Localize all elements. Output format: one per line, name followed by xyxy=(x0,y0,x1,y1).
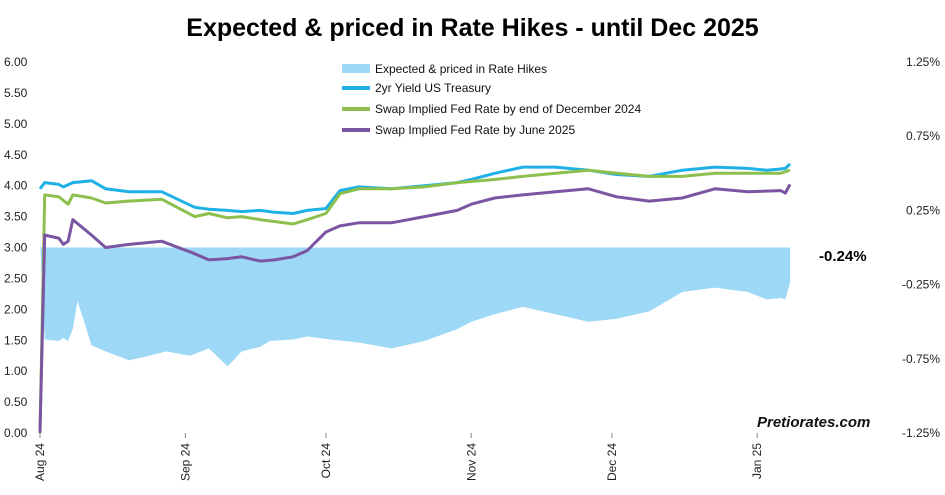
left-tick-label: 5.00 xyxy=(4,117,28,131)
right-tick-label: 1.25% xyxy=(906,55,940,69)
right-tick-label: -1.25% xyxy=(902,426,940,440)
left-tick-label: 0.50 xyxy=(4,395,28,409)
area-expected-rate-hikes xyxy=(40,240,790,367)
left-tick-label: 1.50 xyxy=(4,333,28,347)
area-layer xyxy=(40,240,790,367)
left-axis: 0.00 0.50 1.00 1.50 2.00 2.50 3.00 3.50 4.00 4.50… xyxy=(4,55,28,440)
left-tick-label: 4.00 xyxy=(4,179,28,193)
legend: Expected & priced in Rate Hikes 2yr Yiel… xyxy=(342,62,641,137)
left-tick-label: 2.00 xyxy=(4,302,28,316)
legend-label-area: Expected & priced in Rate Hikes xyxy=(375,62,547,76)
watermark: Pretiorates.com xyxy=(757,414,870,431)
line-2yr-yield xyxy=(38,162,792,215)
left-tick-label: 3.00 xyxy=(4,241,28,255)
right-tick-label: -0.75% xyxy=(902,352,940,366)
legend-swatch-area xyxy=(342,64,370,73)
legend-label-swap-jun25: Swap Implied Fed Rate by June 2025 xyxy=(375,123,575,137)
left-tick-label: 4.50 xyxy=(4,148,28,162)
last-value-annotation: -0.24% xyxy=(819,248,867,265)
x-tick-label: Dec 24 xyxy=(605,443,619,481)
right-axis: -1.25% -0.75% -0.25% 0.25% 0.75% 1.25% xyxy=(902,55,940,440)
left-tick-label: 2.50 xyxy=(4,271,28,285)
x-axis: Aug 24 Sep 24 Oct 24 Nov 24 Dec 24 Jan 25 xyxy=(33,433,764,481)
x-tick-label: Aug 24 xyxy=(33,443,47,481)
right-tick-label: 0.75% xyxy=(906,129,940,143)
left-tick-label: 0.00 xyxy=(4,426,28,440)
x-tick-label: Nov 24 xyxy=(464,443,478,481)
x-tick-label: Sep 24 xyxy=(178,443,192,481)
line-layer xyxy=(38,162,792,434)
x-tick-label: Jan 25 xyxy=(750,443,764,479)
left-tick-label: 5.50 xyxy=(4,86,28,100)
left-tick-label: 3.50 xyxy=(4,210,28,224)
chart-title: Expected & priced in Rate Hikes - until … xyxy=(186,14,759,42)
left-tick-label: 6.00 xyxy=(4,55,28,69)
right-tick-label: -0.25% xyxy=(902,278,940,292)
right-tick-label: 0.25% xyxy=(906,203,940,217)
x-tick-label: Oct 24 xyxy=(319,443,333,479)
line-swap-jun-2025 xyxy=(38,183,792,434)
left-tick-label: 1.00 xyxy=(4,364,28,378)
legend-label-swap-dec24: Swap Implied Fed Rate by end of December… xyxy=(375,102,641,116)
line-swap-dec-2024 xyxy=(38,168,791,434)
legend-label-yield: 2yr Yield US Treasury xyxy=(375,81,491,95)
